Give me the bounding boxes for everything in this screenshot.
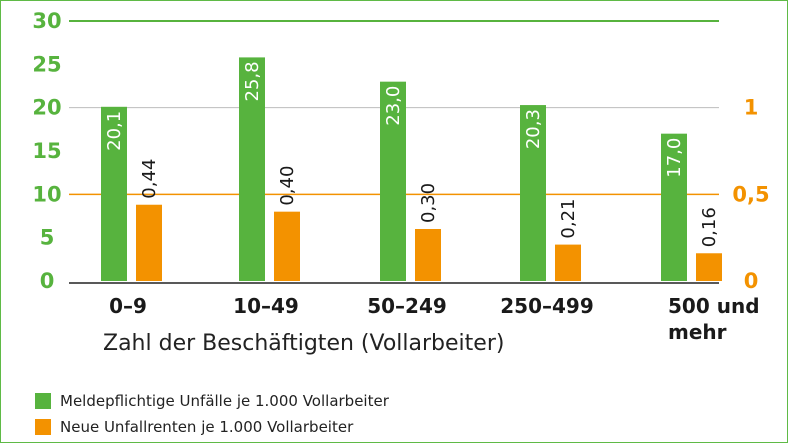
bars — [101, 57, 722, 282]
bar-pensions — [274, 211, 300, 281]
left-tick-label: 30 — [32, 9, 61, 33]
bar-label-pensions: 0,16 — [699, 207, 720, 247]
x-category-label: mehr — [668, 320, 727, 344]
bar-pensions — [555, 244, 581, 281]
bar-label-accidents: 20,1 — [104, 111, 125, 151]
bar-accidents — [520, 105, 546, 281]
x-category-label: 0–9 — [109, 294, 147, 318]
left-y-axis-ticks: 0 5 10 15 20 25 30 — [32, 9, 61, 293]
x-category-label: 250–499 — [500, 294, 594, 318]
x-axis-label: Zahl der Beschäftigten (Vollarbeiter) — [103, 331, 504, 356]
left-tick-label: 25 — [32, 52, 61, 76]
x-category-label: 50–249 — [367, 294, 447, 318]
bar-label-accidents: 20,3 — [523, 109, 544, 149]
bar-value-labels: 20,1 0,44 25,8 0,40 23,0 0,30 20,3 0,21 17,0 0,16 — [104, 61, 720, 247]
right-y-axis-ticks: 00,51 — [732, 96, 769, 293]
left-tick-label: 0 — [40, 269, 55, 293]
legend-item-pensions: Neue Unfallrenten je 1.000 Vollarbeiter — [35, 418, 353, 436]
bar-label-accidents: 23,0 — [383, 86, 404, 126]
bar-label-pensions: 0,44 — [139, 159, 160, 199]
legend-swatch-green — [35, 393, 51, 409]
x-category-label: 500 und — [668, 294, 760, 318]
left-tick-label: 5 — [40, 226, 55, 250]
legend-label-pensions: Neue Unfallrenten je 1.000 Vollarbeiter — [60, 418, 354, 436]
bar-pensions — [696, 253, 722, 281]
legend-item-accidents: Meldepflichtige Unfälle je 1.000 Vollarb… — [35, 392, 389, 410]
left-tick-label: 15 — [32, 139, 61, 163]
right-tick-label: 0,5 — [732, 182, 769, 206]
legend-label-accidents: Meldepflichtige Unfälle je 1.000 Vollarb… — [60, 392, 389, 410]
bar-accidents — [239, 57, 265, 282]
right-tick-label: 0 — [744, 269, 759, 293]
bar-pensions — [415, 229, 441, 281]
left-tick-label: 20 — [32, 96, 61, 120]
bar-label-pensions: 0,21 — [558, 199, 579, 239]
left-tick-label: 10 — [32, 182, 61, 206]
x-category-label: 10–49 — [233, 294, 299, 318]
bar-label-pensions: 0,40 — [277, 166, 298, 206]
bar-pensions — [136, 204, 162, 281]
bar-label-pensions: 0,30 — [418, 183, 439, 223]
bar-accidents — [661, 133, 687, 281]
legend-swatch-orange — [35, 419, 51, 435]
bar-accidents — [380, 81, 406, 282]
bar-label-accidents: 25,8 — [242, 61, 263, 101]
bar-accidents — [101, 106, 127, 281]
bar-label-accidents: 17,0 — [664, 138, 685, 178]
right-tick-label: 1 — [744, 96, 759, 120]
